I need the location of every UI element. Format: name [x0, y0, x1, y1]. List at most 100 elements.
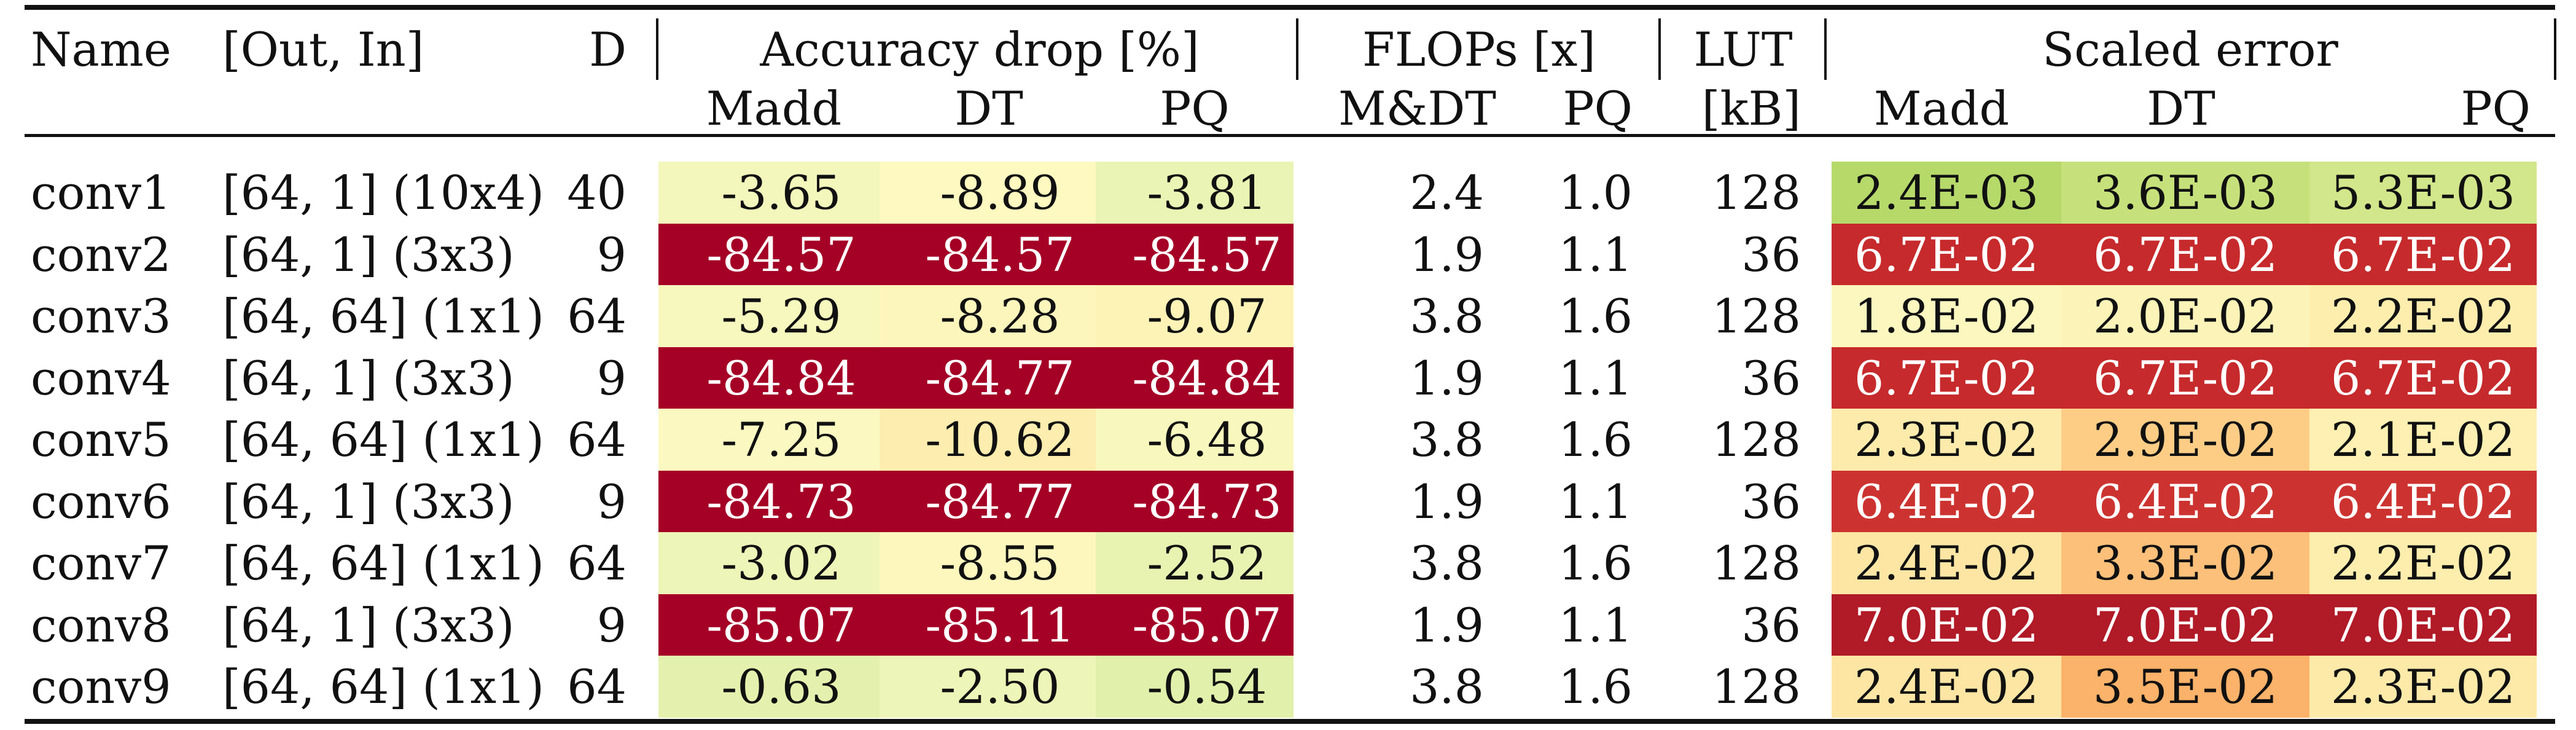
- scaled-error-cell: 5.3E-03: [2309, 162, 2537, 224]
- row-lut: 36: [1741, 351, 1801, 406]
- scaled-error-cell: 2.9E-02: [2061, 409, 2309, 471]
- bottom-rule: [25, 719, 2555, 724]
- scaled-error-cell: 6.7E-02: [2061, 224, 2309, 286]
- row-shape: [64, 1] (3x3): [222, 227, 515, 282]
- accuracy-drop-cell: -0.54: [1096, 656, 1294, 718]
- accuracy-drop-cell: -2.52: [1096, 532, 1294, 594]
- subheader-flops-pq: PQ: [1563, 80, 1633, 136]
- row-d: 9: [596, 351, 626, 406]
- row-lut: 36: [1741, 474, 1801, 529]
- scaled-error-cell: 2.1E-02: [2309, 409, 2537, 471]
- header-accuracy-drop: Accuracy drop [%]: [760, 22, 1200, 77]
- row-flops-mdt: 1.9: [1410, 598, 1484, 653]
- row-name: conv3: [31, 289, 171, 343]
- scaled-error-cell: 3.3E-02: [2061, 532, 2309, 594]
- row-d: 9: [596, 598, 626, 653]
- subheader-flops-mdt: M&DT: [1338, 80, 1496, 136]
- scaled-error-cell: 3.5E-02: [2061, 656, 2309, 718]
- column-divider: [2554, 18, 2556, 80]
- row-flops-mdt: 1.9: [1410, 351, 1484, 406]
- row-shape: [64, 1] (10x4): [222, 165, 545, 220]
- row-name: conv9: [31, 659, 171, 714]
- column-divider: [1824, 18, 1827, 80]
- subheader-err-pq: PQ: [2461, 80, 2531, 136]
- scaled-error-cell: 2.0E-02: [2061, 285, 2309, 347]
- row-name: conv5: [31, 412, 171, 467]
- header-flops: FLOPs [x]: [1362, 22, 1596, 77]
- row-shape: [64, 64] (1x1): [222, 289, 545, 343]
- scaled-error-cell: 6.4E-02: [2309, 471, 2537, 533]
- row-flops-pq: 1.6: [1558, 412, 1633, 467]
- scaled-error-cell: 6.7E-02: [2061, 347, 2309, 409]
- accuracy-drop-cell: -8.89: [880, 162, 1096, 224]
- row-d: 64: [567, 659, 626, 714]
- row-flops-pq: 1.0: [1558, 165, 1633, 220]
- scaled-error-cell: 6.4E-02: [1832, 471, 2061, 533]
- scaled-error-cell: 6.7E-02: [2309, 347, 2537, 409]
- accuracy-drop-cell: -3.02: [658, 532, 880, 594]
- row-d: 9: [596, 474, 626, 529]
- scaled-error-cell: 3.6E-03: [2061, 162, 2309, 224]
- subheader-acc-dt: DT: [954, 80, 1023, 136]
- column-divider: [1658, 18, 1661, 80]
- row-flops-mdt: 1.9: [1410, 227, 1484, 282]
- accuracy-drop-cell: -84.84: [658, 347, 880, 409]
- accuracy-drop-cell: -84.57: [658, 224, 880, 286]
- row-shape: [64, 1] (3x3): [222, 598, 515, 653]
- row-name: conv2: [31, 227, 171, 282]
- row-d: 9: [596, 227, 626, 282]
- scaled-error-cell: 2.2E-02: [2309, 532, 2537, 594]
- scaled-error-cell: 6.7E-02: [1832, 224, 2061, 286]
- header-rule: [25, 134, 2555, 137]
- scaled-error-cell: 7.0E-02: [1832, 594, 2061, 656]
- accuracy-drop-cell: -85.07: [1096, 594, 1294, 656]
- row-flops-pq: 1.1: [1558, 474, 1633, 529]
- row-name: conv7: [31, 536, 171, 591]
- row-shape: [64, 64] (1x1): [222, 536, 545, 591]
- row-shape: [64, 1] (3x3): [222, 474, 515, 529]
- scaled-error-cell: 6.7E-02: [2309, 224, 2537, 286]
- subheader-err-madd: Madd: [1873, 80, 2010, 136]
- scaled-error-cell: 2.2E-02: [2309, 285, 2537, 347]
- accuracy-drop-cell: -84.84: [1096, 347, 1294, 409]
- row-flops-pq: 1.1: [1558, 227, 1633, 282]
- row-flops-mdt: 3.8: [1410, 536, 1484, 591]
- scaled-error-cell: 2.3E-02: [1832, 409, 2061, 471]
- accuracy-drop-cell: -10.62: [880, 409, 1096, 471]
- scaled-error-cell: 2.4E-02: [1832, 656, 2061, 718]
- accuracy-drop-cell: -84.73: [1096, 471, 1294, 533]
- row-d: 64: [567, 289, 626, 343]
- scaled-error-cell: 7.0E-02: [2309, 594, 2537, 656]
- column-divider: [656, 18, 658, 80]
- accuracy-drop-cell: -6.48: [1096, 409, 1294, 471]
- header-lut: LUT: [1693, 22, 1793, 77]
- subheader-lut-unit: [kB]: [1701, 80, 1801, 136]
- row-flops-pq: 1.1: [1558, 351, 1633, 406]
- accuracy-drop-cell: -0.63: [658, 656, 880, 718]
- row-shape: [64, 64] (1x1): [222, 412, 545, 467]
- scaled-error-cell: 2.4E-02: [1832, 532, 2061, 594]
- row-flops-mdt: 3.8: [1410, 289, 1484, 343]
- header-scaled-error: Scaled error: [2042, 22, 2338, 77]
- accuracy-drop-cell: -85.07: [658, 594, 880, 656]
- scaled-error-cell: 1.8E-02: [1832, 285, 2061, 347]
- accuracy-drop-cell: -85.11: [880, 594, 1096, 656]
- header-name: Name: [31, 22, 171, 77]
- accuracy-drop-cell: -84.77: [880, 347, 1096, 409]
- row-lut: 128: [1711, 536, 1801, 591]
- accuracy-drop-cell: -7.25: [658, 409, 880, 471]
- row-shape: [64, 1] (3x3): [222, 351, 515, 406]
- row-flops-pq: 1.6: [1558, 659, 1633, 714]
- accuracy-drop-cell: -84.57: [1096, 224, 1294, 286]
- scaled-error-cell: 6.7E-02: [1832, 347, 2061, 409]
- row-shape: [64, 64] (1x1): [222, 659, 545, 714]
- row-lut: 128: [1711, 659, 1801, 714]
- row-flops-pq: 1.6: [1558, 289, 1633, 343]
- row-lut: 36: [1741, 227, 1801, 282]
- accuracy-drop-cell: -3.65: [658, 162, 880, 224]
- row-flops-pq: 1.6: [1558, 536, 1633, 591]
- accuracy-drop-cell: -84.57: [880, 224, 1096, 286]
- row-flops-mdt: 3.8: [1410, 659, 1484, 714]
- row-name: conv6: [31, 474, 171, 529]
- row-flops-mdt: 1.9: [1410, 474, 1484, 529]
